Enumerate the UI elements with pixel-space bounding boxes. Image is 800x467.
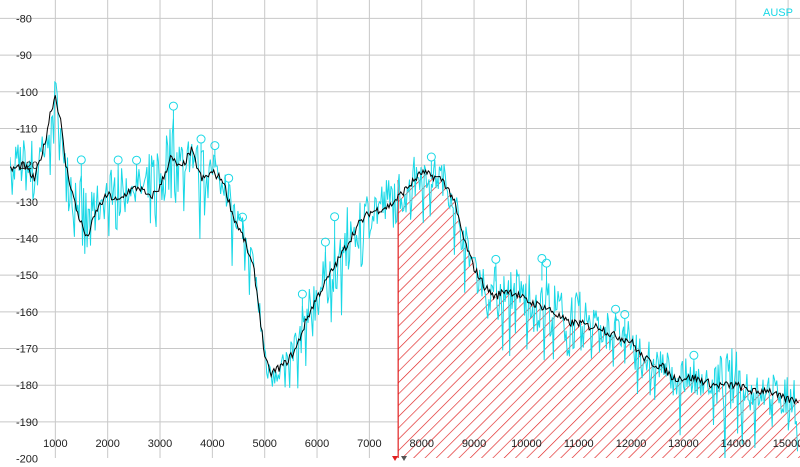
y-tick-label: -110 <box>16 123 37 135</box>
legend-label: AUSP <box>763 7 793 19</box>
y-tick-label: -90 <box>16 50 32 62</box>
peak-marker <box>537 253 547 263</box>
peak-marker <box>426 152 436 162</box>
x-tick-label: 11000 <box>564 438 594 450</box>
smoothed-trace <box>10 95 799 405</box>
y-tick-label: -80 <box>16 13 32 25</box>
x-tick-label: 4000 <box>200 438 224 450</box>
peak-marker <box>132 155 142 165</box>
x-tick-label: 14000 <box>720 438 751 450</box>
region-cursor[interactable] <box>392 456 407 461</box>
y-tick-label: -170 <box>16 344 38 356</box>
y-tick-label: -200 <box>16 454 38 466</box>
y-tick-label: -190 <box>16 417 38 429</box>
x-tick-label: 13000 <box>668 438 699 450</box>
x-tick-label: 3000 <box>148 438 172 450</box>
peak-marker <box>611 304 621 314</box>
y-tick-label: -180 <box>16 380 38 392</box>
y-tick-label: -160 <box>16 307 38 319</box>
y-tick-label: -130 <box>16 197 38 209</box>
peak-marker <box>689 350 699 360</box>
region-fill <box>398 172 800 458</box>
peak-marker <box>224 173 234 183</box>
peak-marker <box>113 155 123 165</box>
y-tick-label: -150 <box>16 270 38 282</box>
series-lines <box>10 80 799 458</box>
x-tick-label: 9000 <box>462 438 486 450</box>
peak-marker <box>196 134 206 144</box>
x-tick-label: 5000 <box>252 438 276 450</box>
y-tick-label: -120 <box>16 160 38 172</box>
peak-marker <box>168 101 178 111</box>
peak-marker <box>491 254 501 264</box>
x-tick-label: 6000 <box>305 438 329 450</box>
peak-marker <box>76 155 86 165</box>
peak-marker <box>541 258 551 268</box>
peak-marker <box>238 212 248 222</box>
x-tick-label: 2000 <box>95 438 119 450</box>
y-tick-label: -140 <box>16 233 38 245</box>
peak-marker <box>210 141 220 151</box>
x-tick-label: 15000 <box>773 438 800 450</box>
x-tick-label: 8000 <box>409 438 433 450</box>
y-tick-label: -100 <box>16 87 38 99</box>
peak-marker <box>320 237 330 247</box>
shaded-region <box>397 172 800 458</box>
x-tick-label: 7000 <box>357 438 381 450</box>
x-tick-label: 12000 <box>616 438 647 450</box>
spectrum-trace <box>10 80 798 458</box>
x-tick-label: 10000 <box>511 438 542 450</box>
tick-labels: 1000 2000 3000 4000 5000 6000 7000 8000 9000 1000… <box>16 13 800 465</box>
peak-marker <box>297 289 307 299</box>
peak-marker <box>330 212 340 222</box>
x-tick-label: 1000 <box>43 438 67 450</box>
peak-marker <box>620 309 630 319</box>
